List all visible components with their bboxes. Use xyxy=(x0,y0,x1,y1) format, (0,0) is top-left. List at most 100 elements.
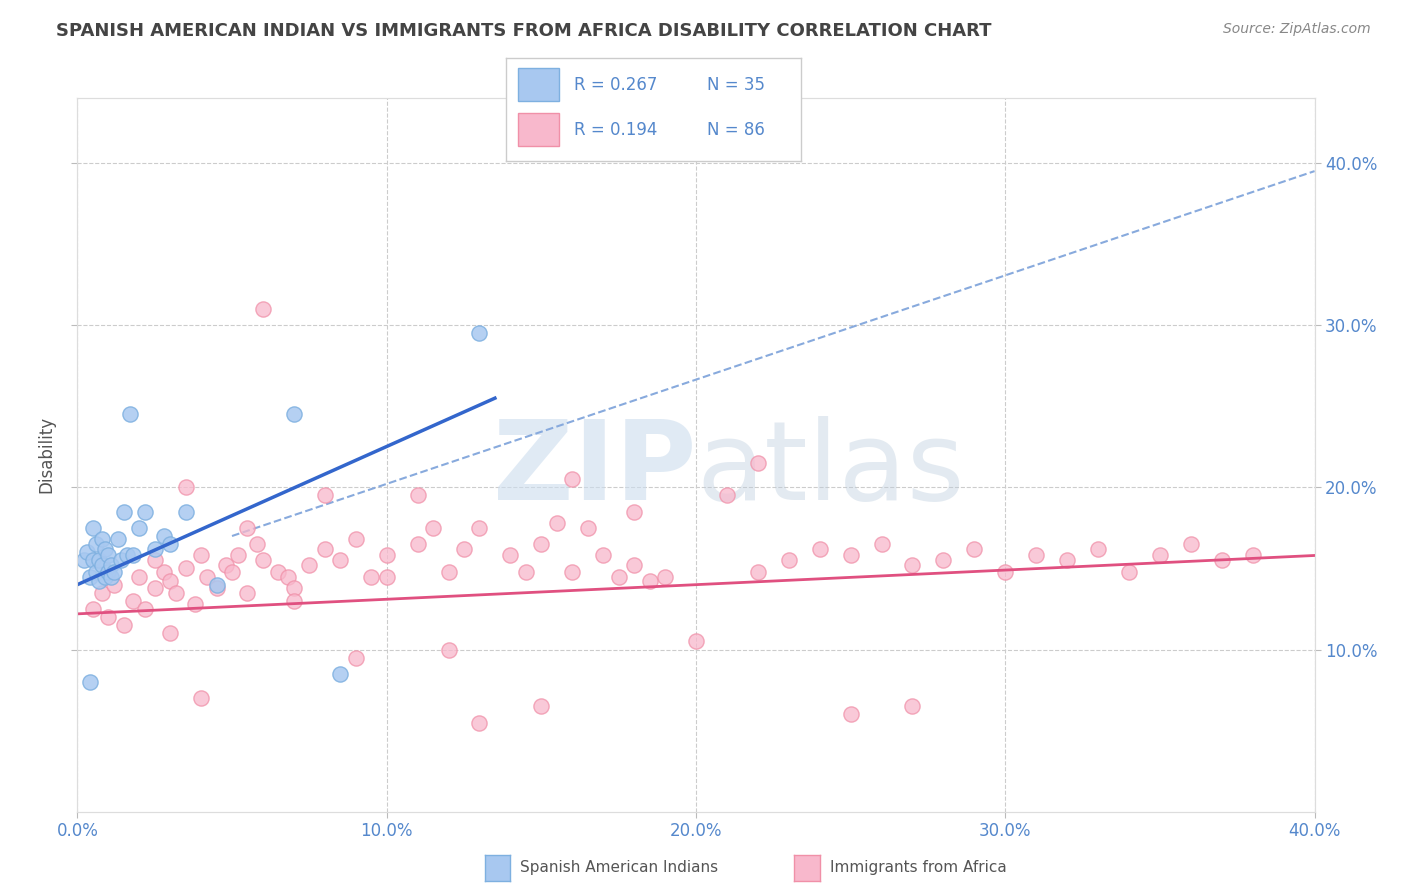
Point xyxy=(100,558,122,573)
Point xyxy=(122,594,145,608)
Point xyxy=(72,553,94,567)
Point xyxy=(1211,553,1233,567)
Point xyxy=(87,553,110,567)
Point xyxy=(406,537,429,551)
Point xyxy=(118,408,141,422)
Point xyxy=(329,666,352,681)
Point xyxy=(314,488,336,502)
Point xyxy=(592,549,614,563)
Point xyxy=(110,553,132,567)
Point xyxy=(530,699,553,714)
Point xyxy=(165,586,187,600)
Point xyxy=(1118,565,1140,579)
Point xyxy=(143,541,166,556)
Text: R = 0.194: R = 0.194 xyxy=(574,120,658,139)
Text: Source: ZipAtlas.com: Source: ZipAtlas.com xyxy=(1223,22,1371,37)
Point xyxy=(808,541,831,556)
Text: SPANISH AMERICAN INDIAN VS IMMIGRANTS FROM AFRICA DISABILITY CORRELATION CHART: SPANISH AMERICAN INDIAN VS IMMIGRANTS FR… xyxy=(56,22,991,40)
Point xyxy=(79,675,101,690)
Point xyxy=(375,549,398,563)
Point xyxy=(422,521,444,535)
Point xyxy=(1241,549,1264,563)
Point xyxy=(103,565,125,579)
Point xyxy=(468,326,491,341)
Y-axis label: Disability: Disability xyxy=(38,417,56,493)
Point xyxy=(221,565,243,579)
Text: ZIP: ZIP xyxy=(492,416,696,523)
Point xyxy=(159,626,181,640)
Text: Immigrants from Africa: Immigrants from Africa xyxy=(830,861,1007,875)
Point xyxy=(122,549,145,563)
Point xyxy=(205,577,228,591)
Point xyxy=(128,521,150,535)
Point xyxy=(314,541,336,556)
Point xyxy=(82,553,104,567)
FancyBboxPatch shape xyxy=(517,69,560,101)
Point xyxy=(87,574,110,589)
Point xyxy=(406,488,429,502)
Point xyxy=(360,569,382,583)
Point xyxy=(76,545,98,559)
Point xyxy=(226,549,249,563)
Point xyxy=(174,505,197,519)
Point xyxy=(91,558,114,573)
Point xyxy=(561,472,583,486)
Point xyxy=(437,642,460,657)
Point xyxy=(97,610,120,624)
Point xyxy=(246,537,269,551)
Point xyxy=(375,569,398,583)
Point xyxy=(283,581,305,595)
Point xyxy=(134,602,156,616)
Point xyxy=(112,618,135,632)
Point xyxy=(716,488,738,502)
Point xyxy=(82,602,104,616)
Point xyxy=(97,565,120,579)
Point xyxy=(1056,553,1078,567)
Point xyxy=(1180,537,1202,551)
Point xyxy=(685,634,707,648)
Point xyxy=(778,553,800,567)
Text: R = 0.267: R = 0.267 xyxy=(574,76,658,94)
Point xyxy=(82,521,104,535)
Point xyxy=(576,521,599,535)
Point xyxy=(298,558,321,573)
Point xyxy=(94,569,117,583)
Point xyxy=(134,505,156,519)
Point xyxy=(236,586,259,600)
Point xyxy=(747,456,769,470)
Point xyxy=(190,691,212,706)
Point xyxy=(252,301,274,316)
Point xyxy=(607,569,630,583)
Point xyxy=(344,650,367,665)
Text: N = 35: N = 35 xyxy=(707,76,765,94)
Text: N = 86: N = 86 xyxy=(707,120,765,139)
Point xyxy=(205,581,228,595)
Point xyxy=(283,594,305,608)
Point xyxy=(153,529,176,543)
Point xyxy=(546,516,568,530)
Point xyxy=(159,574,181,589)
Point xyxy=(623,505,645,519)
Text: atlas: atlas xyxy=(696,416,965,523)
Point xyxy=(128,569,150,583)
Point xyxy=(97,549,120,563)
Point xyxy=(174,561,197,575)
Point xyxy=(283,408,305,422)
Point xyxy=(839,549,862,563)
Point xyxy=(963,541,986,556)
Point xyxy=(344,533,367,547)
Point xyxy=(654,569,676,583)
Point xyxy=(215,558,238,573)
Point xyxy=(468,715,491,730)
Point xyxy=(190,549,212,563)
FancyBboxPatch shape xyxy=(517,113,560,146)
Point xyxy=(143,553,166,567)
Point xyxy=(159,537,181,551)
Text: Spanish American Indians: Spanish American Indians xyxy=(520,861,718,875)
Point xyxy=(91,586,114,600)
Point xyxy=(329,553,352,567)
Point xyxy=(901,699,924,714)
Point xyxy=(437,565,460,579)
Point xyxy=(1087,541,1109,556)
Point xyxy=(277,569,299,583)
